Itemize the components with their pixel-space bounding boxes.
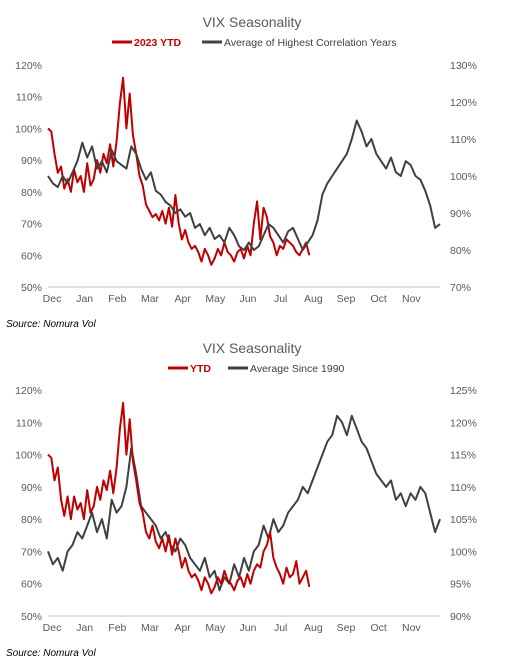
y-left-tick-label: 70% — [21, 219, 42, 231]
y-left-tick-label: 50% — [21, 282, 42, 294]
y-left-tick-label: 100% — [15, 450, 42, 462]
y-left-tick-label: 90% — [21, 482, 42, 494]
x-tick-label: Feb — [108, 622, 126, 634]
x-tick-label: Dec — [43, 622, 62, 634]
x-tick-label: Nov — [402, 293, 421, 305]
y-right-tick-label: 110% — [450, 134, 476, 146]
y-left-tick-label: 120% — [15, 60, 42, 72]
chart-bottom-svg: VIX Seasonality YTD Average Since 1990 50% 6… — [15, 340, 477, 634]
y-right-tick-label: 110% — [450, 482, 476, 494]
y-left-tick-label: 70% — [21, 546, 42, 558]
x-tick-label: Oct — [370, 622, 386, 634]
x-tick-label: Mar — [141, 293, 160, 305]
y-right-tick-label: 120% — [450, 97, 477, 109]
x-tick-label: Jun — [240, 622, 257, 634]
legend-label: YTD — [190, 363, 211, 375]
y-left-tick-label: 110% — [16, 92, 42, 104]
chart-panel-top: VIX Seasonality 2023 YTD Average of Highes… — [0, 0, 505, 330]
x-tick-label: May — [205, 622, 226, 634]
y-right-tick-label: 100% — [450, 171, 477, 183]
x-tick-label: Jun — [240, 293, 257, 305]
series-line-average — [47, 414, 441, 592]
y-right-tick-label: 105% — [450, 514, 477, 526]
chart-panel-bottom: VIX Seasonality YTD Average Since 1990 50% 6… — [0, 330, 505, 668]
y-right-tick-label: 100% — [450, 546, 477, 558]
x-tick-label: Dec — [43, 293, 62, 305]
y-left-tick-label: 60% — [21, 579, 42, 591]
y-right-tick-label: 125% — [450, 385, 477, 397]
x-tick-label: May — [205, 293, 226, 305]
y-left-tick-label: 110% — [16, 417, 42, 429]
chart-top-svg: VIX Seasonality 2023 YTD Average of Highes… — [15, 14, 477, 305]
chart-title: VIX Seasonality — [203, 340, 302, 356]
y-right-tick-label: 90% — [450, 208, 471, 220]
series-line-average — [47, 119, 441, 251]
y-left-tick-label: 80% — [21, 187, 42, 199]
x-tick-label: Jan — [76, 293, 93, 305]
legend-label: Average Since 1990 — [250, 363, 345, 375]
x-tick-label: Jan — [76, 622, 93, 634]
x-tick-label: Feb — [108, 293, 126, 305]
y-left-tick-label: 60% — [21, 250, 42, 262]
y-left-tick-label: 50% — [21, 611, 42, 623]
y-right-tick-label: 95% — [450, 579, 471, 591]
series-line-ytd — [47, 401, 311, 595]
y-left-tick-label: 80% — [21, 514, 42, 526]
y-left-tick-label: 90% — [21, 155, 42, 167]
x-tick-label: Jul — [274, 622, 287, 634]
x-tick-label: Nov — [402, 622, 421, 634]
x-tick-label: Aug — [304, 293, 323, 305]
x-tick-label: Jul — [274, 293, 287, 305]
x-tick-label: Mar — [141, 622, 160, 634]
x-tick-label: Oct — [370, 293, 386, 305]
source-note: Source: Nomura Vol — [6, 319, 96, 330]
x-tick-label: Sep — [337, 293, 356, 305]
y-right-tick-label: 70% — [450, 282, 471, 294]
y-right-tick-label: 115% — [450, 450, 476, 462]
y-right-tick-label: 120% — [450, 417, 477, 429]
x-tick-label: Apr — [174, 293, 191, 305]
y-left-tick-label: 100% — [15, 123, 42, 135]
y-right-tick-label: 90% — [450, 611, 471, 623]
y-left-tick-label: 120% — [15, 385, 42, 397]
legend-label: Average of Highest Correlation Years — [224, 37, 397, 49]
legend-label: 2023 YTD — [134, 37, 182, 49]
chart-title: VIX Seasonality — [203, 14, 302, 30]
x-tick-label: Sep — [337, 622, 356, 634]
y-right-tick-label: 80% — [450, 245, 471, 257]
source-note: Source: Nomura Vol — [6, 648, 96, 659]
x-tick-label: Apr — [174, 622, 191, 634]
series-line-ytd — [47, 76, 311, 266]
y-right-tick-label: 130% — [450, 60, 477, 72]
x-tick-label: Aug — [304, 622, 323, 634]
